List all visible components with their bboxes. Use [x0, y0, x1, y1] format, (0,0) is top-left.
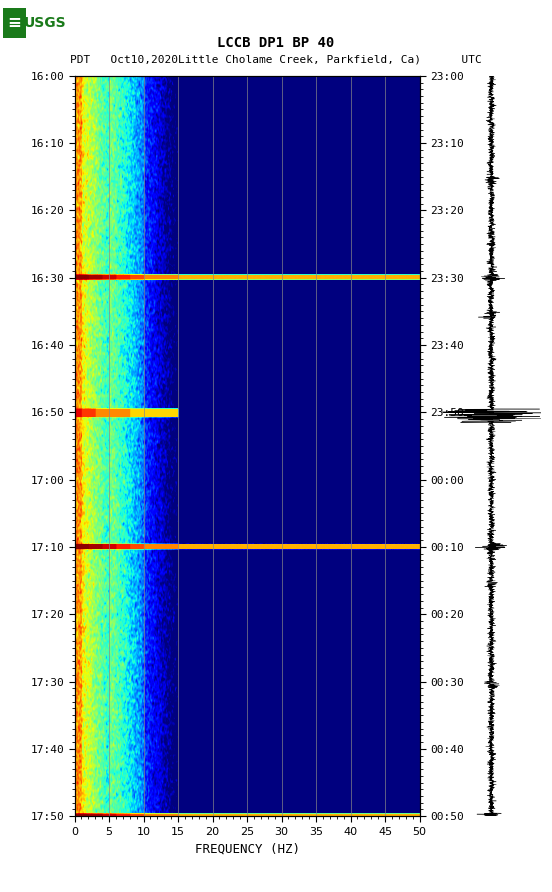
Text: LCCB DP1 BP 40: LCCB DP1 BP 40: [217, 36, 335, 50]
Text: ≡: ≡: [7, 13, 21, 31]
FancyBboxPatch shape: [3, 8, 26, 38]
Text: PDT   Oct10,2020Little Cholame Creek, Parkfield, Ca)      UTC: PDT Oct10,2020Little Cholame Creek, Park…: [70, 54, 482, 65]
X-axis label: FREQUENCY (HZ): FREQUENCY (HZ): [194, 842, 300, 855]
Text: USGS: USGS: [24, 15, 67, 29]
